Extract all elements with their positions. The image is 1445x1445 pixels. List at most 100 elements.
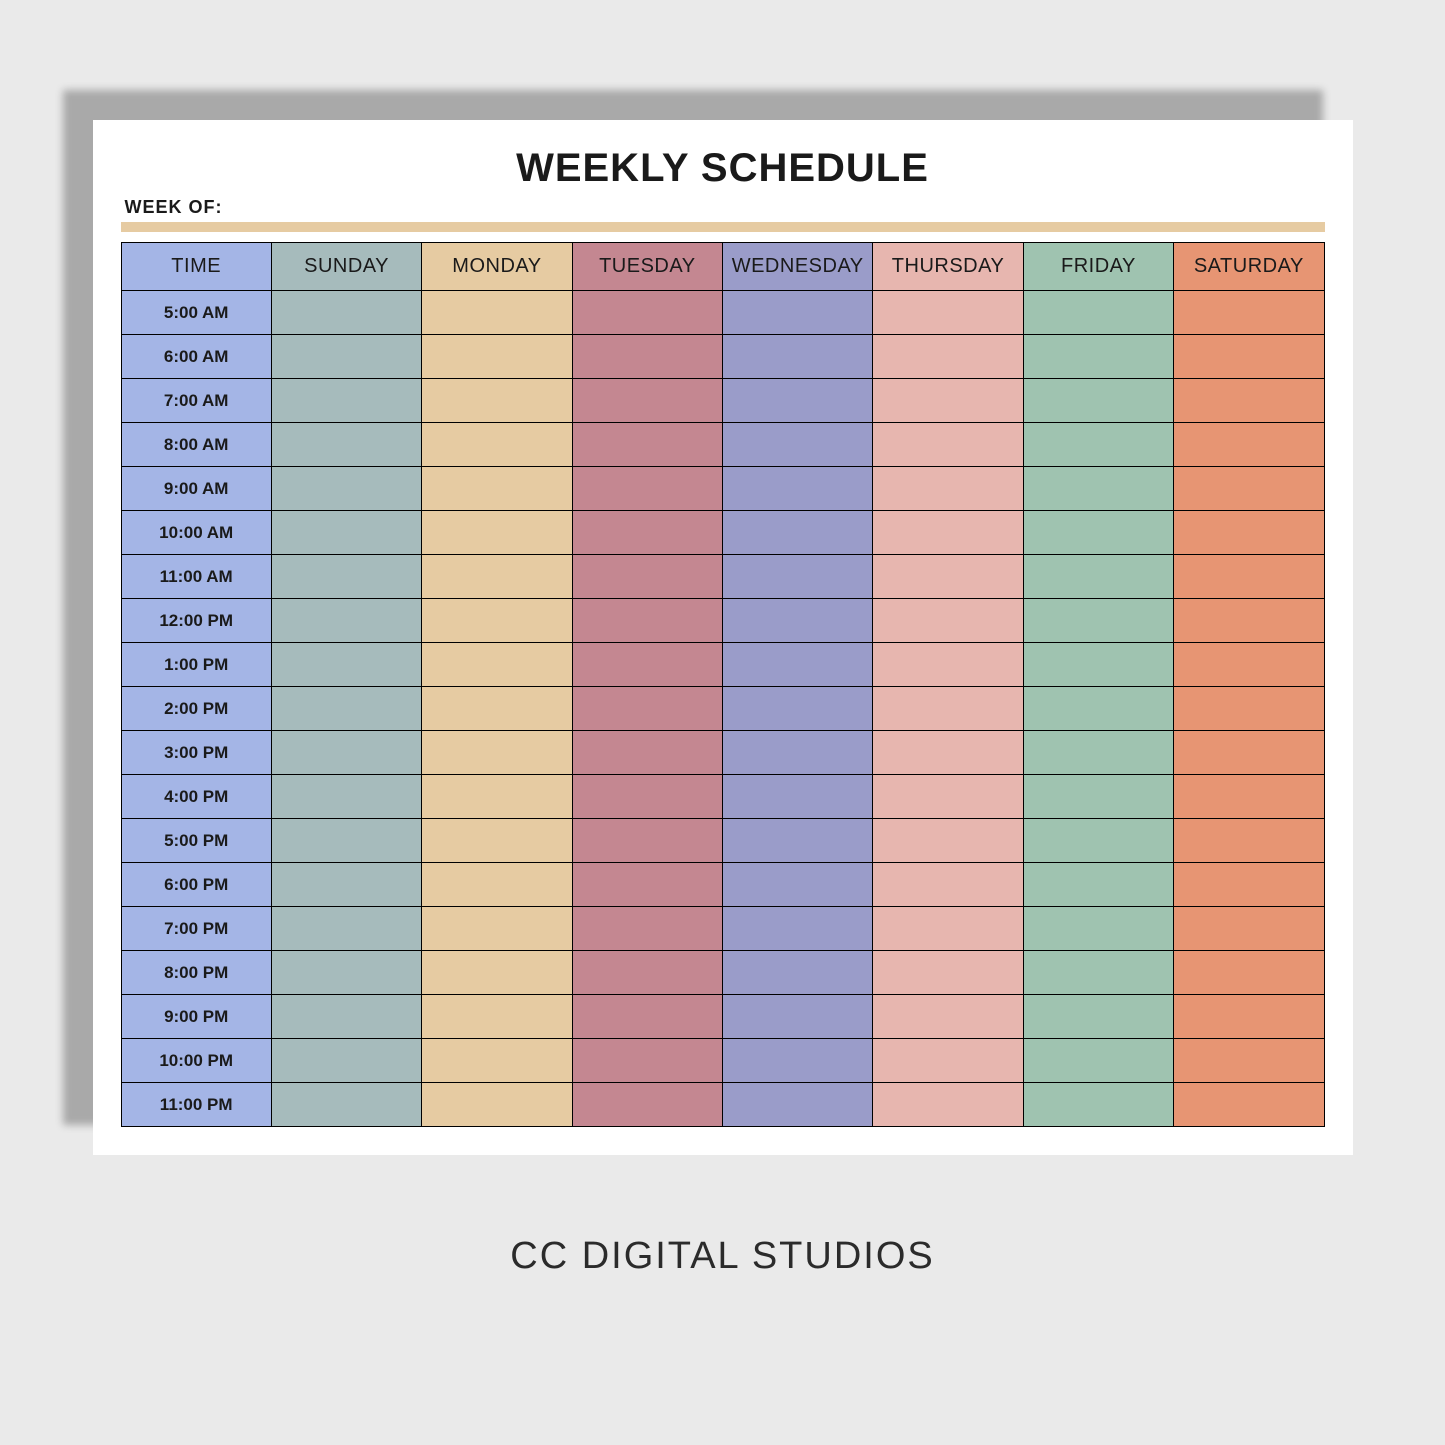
slot-sunday[interactable]: [271, 951, 421, 995]
slot-wednesday[interactable]: [723, 379, 873, 423]
slot-monday[interactable]: [422, 731, 572, 775]
slot-friday[interactable]: [1023, 1083, 1173, 1127]
slot-thursday[interactable]: [873, 731, 1023, 775]
slot-wednesday[interactable]: [723, 775, 873, 819]
slot-sunday[interactable]: [271, 863, 421, 907]
slot-friday[interactable]: [1023, 599, 1173, 643]
slot-thursday[interactable]: [873, 775, 1023, 819]
slot-saturday[interactable]: [1174, 863, 1324, 907]
slot-tuesday[interactable]: [572, 995, 722, 1039]
slot-friday[interactable]: [1023, 511, 1173, 555]
slot-monday[interactable]: [422, 995, 572, 1039]
slot-tuesday[interactable]: [572, 731, 722, 775]
slot-saturday[interactable]: [1174, 555, 1324, 599]
slot-sunday[interactable]: [271, 775, 421, 819]
slot-wednesday[interactable]: [723, 423, 873, 467]
slot-tuesday[interactable]: [572, 423, 722, 467]
slot-sunday[interactable]: [271, 687, 421, 731]
slot-tuesday[interactable]: [572, 467, 722, 511]
slot-tuesday[interactable]: [572, 819, 722, 863]
slot-monday[interactable]: [422, 819, 572, 863]
slot-wednesday[interactable]: [723, 731, 873, 775]
slot-monday[interactable]: [422, 643, 572, 687]
slot-wednesday[interactable]: [723, 863, 873, 907]
slot-friday[interactable]: [1023, 467, 1173, 511]
slot-saturday[interactable]: [1174, 819, 1324, 863]
slot-friday[interactable]: [1023, 907, 1173, 951]
slot-saturday[interactable]: [1174, 775, 1324, 819]
slot-sunday[interactable]: [271, 1083, 421, 1127]
slot-saturday[interactable]: [1174, 687, 1324, 731]
slot-friday[interactable]: [1023, 775, 1173, 819]
slot-saturday[interactable]: [1174, 643, 1324, 687]
slot-sunday[interactable]: [271, 819, 421, 863]
slot-monday[interactable]: [422, 555, 572, 599]
slot-monday[interactable]: [422, 599, 572, 643]
slot-sunday[interactable]: [271, 511, 421, 555]
slot-thursday[interactable]: [873, 1039, 1023, 1083]
slot-sunday[interactable]: [271, 995, 421, 1039]
slot-tuesday[interactable]: [572, 599, 722, 643]
slot-monday[interactable]: [422, 863, 572, 907]
slot-thursday[interactable]: [873, 511, 1023, 555]
slot-wednesday[interactable]: [723, 1083, 873, 1127]
slot-sunday[interactable]: [271, 467, 421, 511]
slot-sunday[interactable]: [271, 599, 421, 643]
slot-saturday[interactable]: [1174, 1083, 1324, 1127]
slot-saturday[interactable]: [1174, 291, 1324, 335]
slot-tuesday[interactable]: [572, 863, 722, 907]
slot-sunday[interactable]: [271, 291, 421, 335]
slot-saturday[interactable]: [1174, 731, 1324, 775]
slot-saturday[interactable]: [1174, 423, 1324, 467]
slot-tuesday[interactable]: [572, 1039, 722, 1083]
slot-wednesday[interactable]: [723, 599, 873, 643]
slot-thursday[interactable]: [873, 863, 1023, 907]
slot-monday[interactable]: [422, 335, 572, 379]
slot-monday[interactable]: [422, 511, 572, 555]
slot-friday[interactable]: [1023, 555, 1173, 599]
slot-wednesday[interactable]: [723, 819, 873, 863]
slot-thursday[interactable]: [873, 1083, 1023, 1127]
slot-thursday[interactable]: [873, 995, 1023, 1039]
slot-sunday[interactable]: [271, 1039, 421, 1083]
slot-sunday[interactable]: [271, 555, 421, 599]
slot-wednesday[interactable]: [723, 907, 873, 951]
slot-thursday[interactable]: [873, 819, 1023, 863]
slot-tuesday[interactable]: [572, 555, 722, 599]
slot-thursday[interactable]: [873, 379, 1023, 423]
slot-wednesday[interactable]: [723, 555, 873, 599]
slot-wednesday[interactable]: [723, 643, 873, 687]
slot-tuesday[interactable]: [572, 775, 722, 819]
slot-sunday[interactable]: [271, 643, 421, 687]
slot-saturday[interactable]: [1174, 467, 1324, 511]
slot-thursday[interactable]: [873, 423, 1023, 467]
slot-tuesday[interactable]: [572, 687, 722, 731]
slot-wednesday[interactable]: [723, 291, 873, 335]
slot-friday[interactable]: [1023, 819, 1173, 863]
slot-thursday[interactable]: [873, 467, 1023, 511]
slot-wednesday[interactable]: [723, 687, 873, 731]
slot-thursday[interactable]: [873, 335, 1023, 379]
slot-saturday[interactable]: [1174, 907, 1324, 951]
slot-friday[interactable]: [1023, 731, 1173, 775]
slot-friday[interactable]: [1023, 687, 1173, 731]
slot-thursday[interactable]: [873, 951, 1023, 995]
slot-monday[interactable]: [422, 291, 572, 335]
slot-monday[interactable]: [422, 1083, 572, 1127]
slot-tuesday[interactable]: [572, 379, 722, 423]
slot-sunday[interactable]: [271, 731, 421, 775]
slot-friday[interactable]: [1023, 379, 1173, 423]
slot-saturday[interactable]: [1174, 599, 1324, 643]
slot-monday[interactable]: [422, 907, 572, 951]
slot-sunday[interactable]: [271, 335, 421, 379]
slot-tuesday[interactable]: [572, 907, 722, 951]
slot-monday[interactable]: [422, 423, 572, 467]
slot-wednesday[interactable]: [723, 335, 873, 379]
slot-monday[interactable]: [422, 379, 572, 423]
slot-sunday[interactable]: [271, 907, 421, 951]
slot-tuesday[interactable]: [572, 1083, 722, 1127]
slot-thursday[interactable]: [873, 291, 1023, 335]
slot-sunday[interactable]: [271, 379, 421, 423]
slot-saturday[interactable]: [1174, 951, 1324, 995]
slot-tuesday[interactable]: [572, 511, 722, 555]
